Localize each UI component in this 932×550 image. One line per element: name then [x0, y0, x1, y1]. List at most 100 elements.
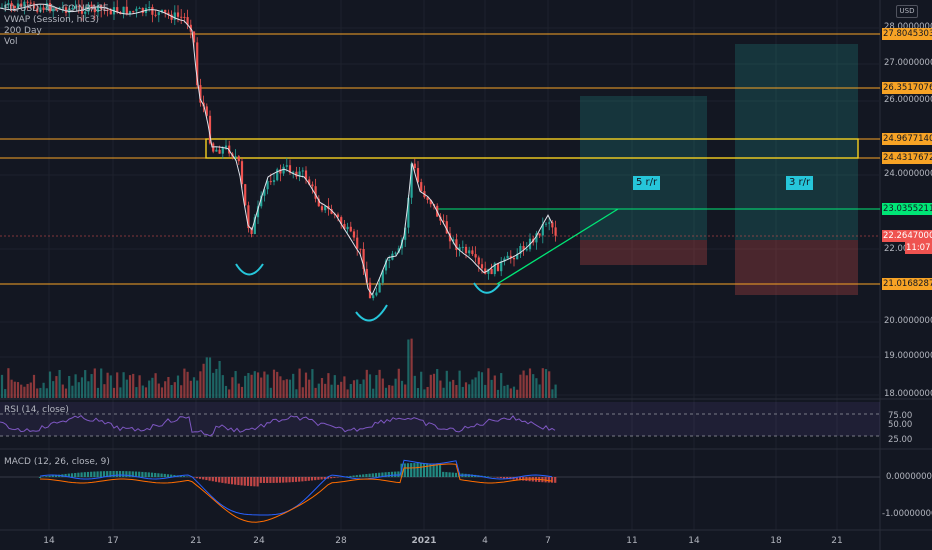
volume-bar [26, 383, 29, 398]
candle-body [96, 4, 100, 13]
candle-body [554, 227, 557, 236]
macd-histogram-bar [406, 463, 410, 477]
volume-bar [29, 382, 32, 398]
price-label-zone-top: 24.96771403 [882, 133, 932, 145]
position-label-2[interactable]: 3 r/r [786, 176, 814, 190]
candle-body [519, 245, 522, 254]
candle-body [298, 171, 301, 177]
volume-bar [308, 379, 311, 398]
volume-bar [324, 383, 327, 398]
volume-bar [436, 369, 439, 398]
macd-histogram-bar [307, 477, 310, 481]
candle-body [500, 261, 503, 272]
legend-vol[interactable]: Vol [4, 37, 18, 47]
candle-body [487, 268, 490, 274]
rsi-tick: 25.00 [888, 435, 913, 445]
volume-bar [298, 368, 301, 398]
macd-histogram-bar [64, 473, 67, 477]
candle-body [151, 7, 154, 15]
volume-bar [413, 375, 416, 398]
macd-title[interactable]: MACD (12, 26, close, 9) [4, 457, 110, 467]
volume-bar [112, 387, 116, 398]
candle-body [295, 171, 298, 177]
volume-bar [192, 377, 196, 398]
volume-bar [420, 371, 423, 398]
volume-bar [512, 386, 516, 398]
candle-body [292, 171, 295, 173]
macd-histogram-bar [182, 476, 186, 477]
currency-button[interactable]: USD [896, 5, 918, 18]
candle-body [186, 17, 189, 25]
price-tick: 26.00000000 [884, 95, 932, 105]
macd-histogram-bar [317, 477, 320, 480]
volume-bar [356, 379, 359, 398]
rsi-title[interactable]: RSI (14, close) [4, 405, 69, 415]
volume-bar [519, 374, 522, 398]
macd-histogram-bar [125, 471, 128, 477]
volume-bar [551, 389, 554, 398]
time-tick: 4 [482, 536, 488, 546]
macd-histogram-bar [218, 477, 221, 483]
macd-tick: -1.00000000 [882, 509, 932, 519]
macd-histogram-bar [90, 471, 93, 477]
candle-body [196, 42, 199, 86]
vwap-line [0, 3, 553, 296]
candle-body [4, 4, 7, 8]
candle-body [84, 11, 87, 14]
candle-body [125, 6, 128, 15]
volume-bar [471, 379, 474, 398]
time-tick: 21 [831, 536, 843, 546]
macd-histogram-bar [554, 477, 557, 483]
macd-histogram-bar [499, 477, 502, 479]
position-label-1[interactable]: 5 r/r [633, 176, 661, 190]
candle-body [480, 264, 484, 269]
macd-histogram-bar [451, 472, 454, 477]
macd-histogram-bar [515, 477, 518, 480]
pattern-arc [473, 282, 501, 294]
macd-histogram-bar [413, 463, 416, 477]
macd-line [39, 459, 553, 516]
price-tick: 24.00000000 [884, 169, 932, 179]
candle-body [349, 226, 352, 232]
candle-body [538, 233, 541, 236]
candle-body [288, 165, 292, 173]
macd-histogram-bar [131, 471, 134, 477]
legend-symbol[interactable]: FIL/USD, 4h, COINBASE [4, 4, 109, 14]
macd-histogram-bar [346, 476, 349, 477]
volume-bar [333, 375, 336, 398]
candle-body [324, 205, 327, 211]
volume-bar [388, 385, 391, 398]
macd-histogram-bar [362, 474, 365, 477]
candle-body [413, 163, 416, 169]
volume-bar [250, 374, 253, 398]
macd-histogram-bar [310, 477, 314, 481]
macd-histogram-bar [314, 477, 317, 481]
macd-histogram-bar [234, 477, 237, 485]
volume-bar [548, 371, 551, 398]
volume-bar [160, 387, 164, 398]
price-tick: 18.00000000 [884, 389, 932, 399]
legend-ma[interactable]: 200 Day [4, 26, 42, 36]
volume-bar [208, 357, 212, 398]
candle-body [535, 233, 538, 243]
volume-bar [365, 369, 368, 398]
macd-histogram-bar [202, 477, 205, 480]
candle-body [426, 197, 429, 200]
volume-bar [13, 381, 16, 398]
volume-bar [320, 378, 324, 398]
macd-histogram-bar [419, 463, 422, 477]
macd-histogram-bar [246, 477, 250, 486]
volume-bar [359, 383, 362, 398]
volume-bar [464, 382, 468, 398]
candle-body [109, 9, 112, 15]
volume-bar [71, 385, 74, 398]
volume-bar [119, 387, 122, 398]
candle-body [448, 233, 452, 242]
volume-bar [554, 384, 557, 398]
legend-vwap[interactable]: VWAP (Session, hlc3) [4, 15, 99, 25]
candle-body [10, 2, 13, 6]
volume-bar [58, 369, 61, 398]
candle-body [39, 7, 42, 12]
candle-body [541, 224, 544, 236]
